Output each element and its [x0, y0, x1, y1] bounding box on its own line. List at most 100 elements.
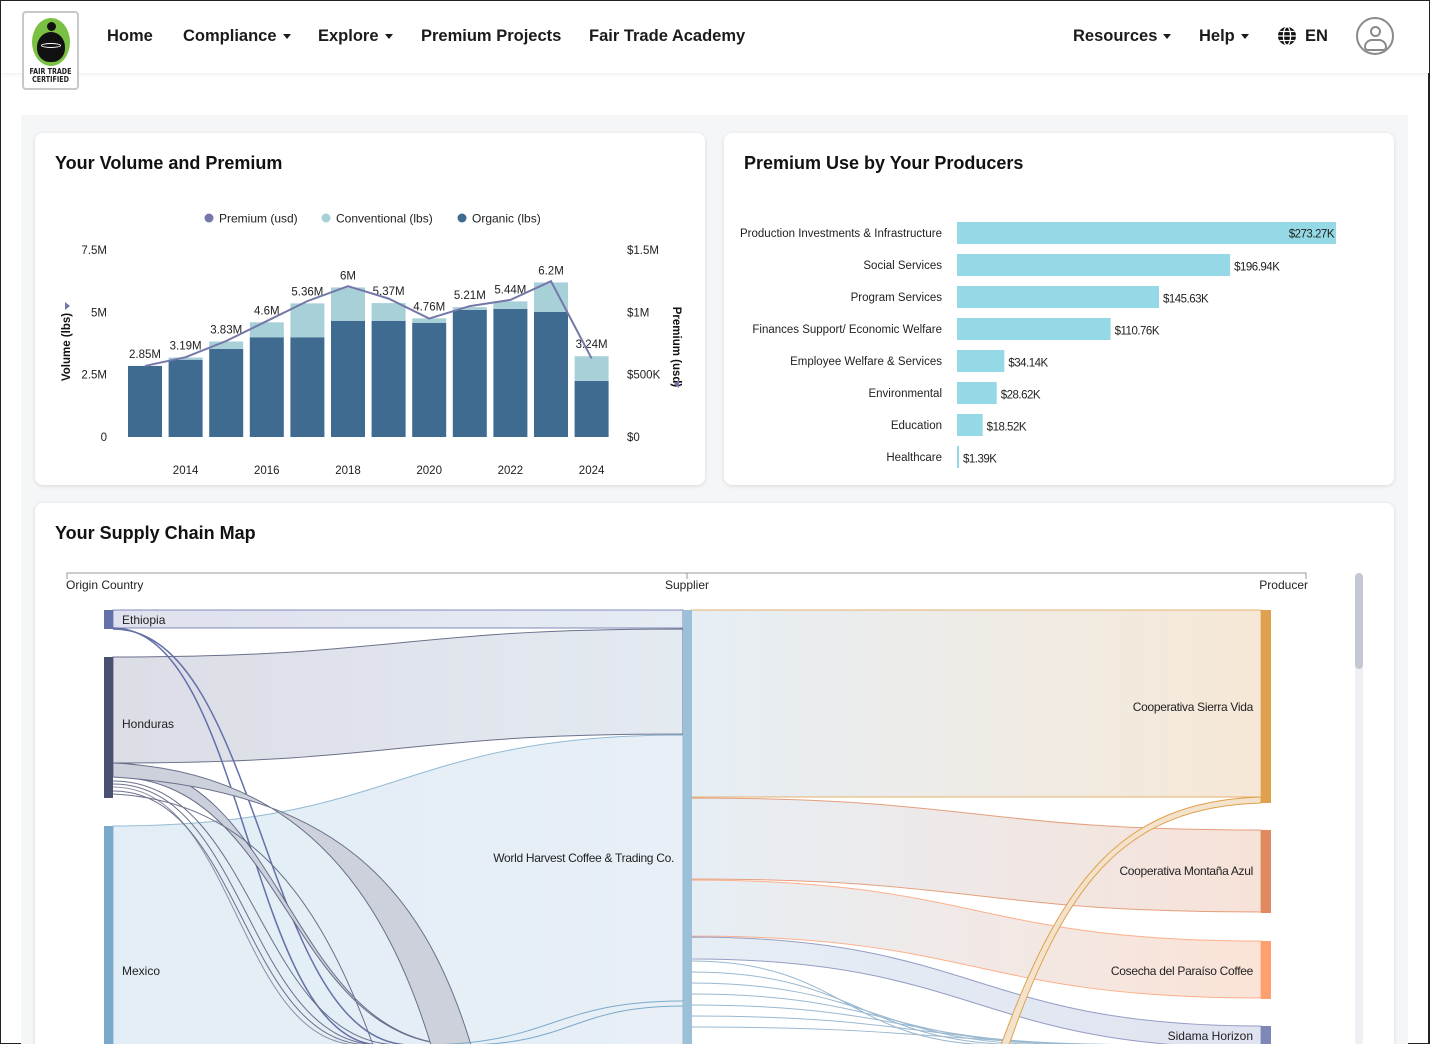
axis-arrow-icon: [674, 380, 679, 388]
bar-value-label: $34.14K: [1008, 358, 1048, 370]
bar-conventional: [249, 322, 284, 338]
nav-fair-trade-academy[interactable]: Fair Trade Academy: [589, 27, 745, 46]
caret-down-icon: [384, 34, 393, 39]
bar-organic: [209, 348, 244, 437]
y2-tick-label: $500K: [627, 370, 661, 382]
legend-label: Conventional (lbs): [336, 212, 433, 226]
sankey-scrollbar-thumb[interactable]: [1355, 573, 1363, 669]
volume-premium-chart: Premium (usd) Conventional (lbs) Organic (…: [61, 212, 682, 478]
nav-resources-label: Resources: [1073, 27, 1158, 45]
category-label: Employee Welfare & Services: [790, 356, 942, 368]
x-tick-label: 2018: [335, 465, 361, 477]
bar-total-label: 6M: [340, 270, 356, 282]
bar-total-label: 3.19M: [170, 340, 202, 352]
bar-total-label: 4.76M: [413, 301, 445, 313]
supply-chain-card: Your Supply Chain Map: [35, 503, 1394, 1044]
bar-conventional: [412, 318, 447, 323]
bar-organic: [249, 337, 284, 437]
bar-total-label: 2.85M: [129, 349, 161, 361]
nav-home[interactable]: Home: [107, 27, 153, 46]
bar-conventional: [493, 301, 528, 309]
y-axis-title: Volume (lbs): [61, 313, 73, 381]
bar-organic: [168, 359, 203, 437]
bar-value-label: $18.52K: [987, 422, 1027, 434]
x-tick-label: 2014: [173, 465, 199, 477]
bar-value-label: $1.39K: [963, 454, 997, 466]
bar-organic: [331, 320, 365, 437]
premium-use-card: Premium Use by Your Producers Production…: [724, 133, 1394, 485]
language-selector[interactable]: EN: [1277, 26, 1328, 46]
globe-icon: [1278, 26, 1296, 46]
category-label: Healthcare: [886, 452, 942, 464]
premium-bar: [957, 446, 959, 468]
bar-value-label: $110.76K: [1115, 326, 1160, 338]
nav-premium-projects[interactable]: Premium Projects: [421, 27, 561, 46]
nav-help-label: Help: [1199, 27, 1235, 45]
bar-total-label: 5.37M: [373, 286, 405, 298]
y2-axis-title: Premium (usd): [670, 307, 682, 388]
premium-bar: [957, 222, 1336, 244]
bar-total-label: 3.24M: [576, 339, 608, 351]
x-tick-label: 2016: [254, 465, 280, 477]
sankey-scrollbar-track[interactable]: [1355, 573, 1363, 1044]
x-tick-label: 2022: [498, 465, 524, 477]
fair-trade-logo[interactable]: FAIR TRADE CERTIFIED: [22, 11, 79, 90]
nav-explore[interactable]: Explore: [318, 27, 393, 46]
category-label: Environmental: [868, 388, 942, 400]
y-tick-label: 5M: [91, 307, 107, 319]
user-avatar-icon[interactable]: [1356, 17, 1394, 55]
premium-use-chart: Production Investments & Infrastructure $…: [740, 222, 1336, 468]
supply-chain-title: Your Supply Chain Map: [55, 523, 256, 543]
nav-explore-label: Explore: [318, 27, 379, 45]
bar-value-label: $145.63K: [1163, 294, 1209, 306]
premium-bar: [957, 350, 1005, 372]
bar-organic: [452, 309, 487, 437]
nav-resources[interactable]: Resources: [1073, 27, 1172, 46]
bar-total-label: 5.44M: [494, 284, 526, 296]
bar-organic: [534, 311, 568, 437]
legend-marker: [321, 213, 331, 223]
bar-conventional: [452, 307, 487, 310]
bar-value-label: $196.94K: [1234, 262, 1280, 274]
bar-conventional: [331, 287, 365, 321]
top-navbar: Home Compliance Explore Premium Projects…: [1, 1, 1429, 73]
bar-conventional: [371, 303, 406, 321]
axis-arrow-icon: [65, 302, 70, 310]
bar-conventional: [168, 357, 203, 360]
nav-help[interactable]: Help: [1199, 27, 1249, 46]
volume-premium-card: Your Volume and Premium Premium (usd) Con…: [35, 133, 705, 485]
nav-home-label: Home: [107, 27, 153, 45]
y2-tick-label: $1.5M: [627, 245, 659, 257]
legend-marker: [457, 213, 467, 223]
x-tick-label: 2024: [579, 465, 605, 477]
bar-total-label: 4.6M: [254, 305, 280, 317]
bar-organic: [128, 365, 162, 437]
y-tick-label: 7.5M: [81, 245, 107, 257]
bar-total-label: 3.83M: [210, 325, 242, 337]
legend-label: Organic (lbs): [472, 212, 541, 226]
logo-text-line1: FAIR TRADE: [29, 67, 72, 76]
premium-use-title: Premium Use by Your Producers: [744, 153, 1024, 173]
legend-marker: [204, 213, 214, 223]
bar-organic: [493, 308, 528, 437]
nav-compliance-label: Compliance: [183, 27, 277, 45]
bar-value-label: $273.27K: [1289, 229, 1335, 241]
premium-bar: [957, 254, 1231, 276]
bar-conventional: [209, 341, 244, 349]
bar-total-label: 5.36M: [291, 286, 323, 298]
legend-label: Premium (usd): [219, 212, 298, 226]
language-label: EN: [1305, 26, 1328, 45]
bar-organic: [371, 320, 406, 437]
premium-bar: [957, 414, 983, 436]
bar-conventional: [574, 356, 609, 381]
bar-value-label: $28.62K: [1001, 390, 1041, 402]
nav-premium-projects-label: Premium Projects: [421, 27, 562, 45]
caret-down-icon: [1240, 34, 1249, 39]
nav-compliance[interactable]: Compliance: [183, 27, 291, 46]
x-tick-label: 2020: [416, 465, 442, 477]
nav-fair-trade-academy-label: Fair Trade Academy: [589, 27, 746, 45]
bar-organic: [574, 380, 609, 437]
premium-bar: [957, 382, 997, 404]
premium-line: [144, 279, 593, 367]
caret-down-icon: [1163, 34, 1172, 39]
